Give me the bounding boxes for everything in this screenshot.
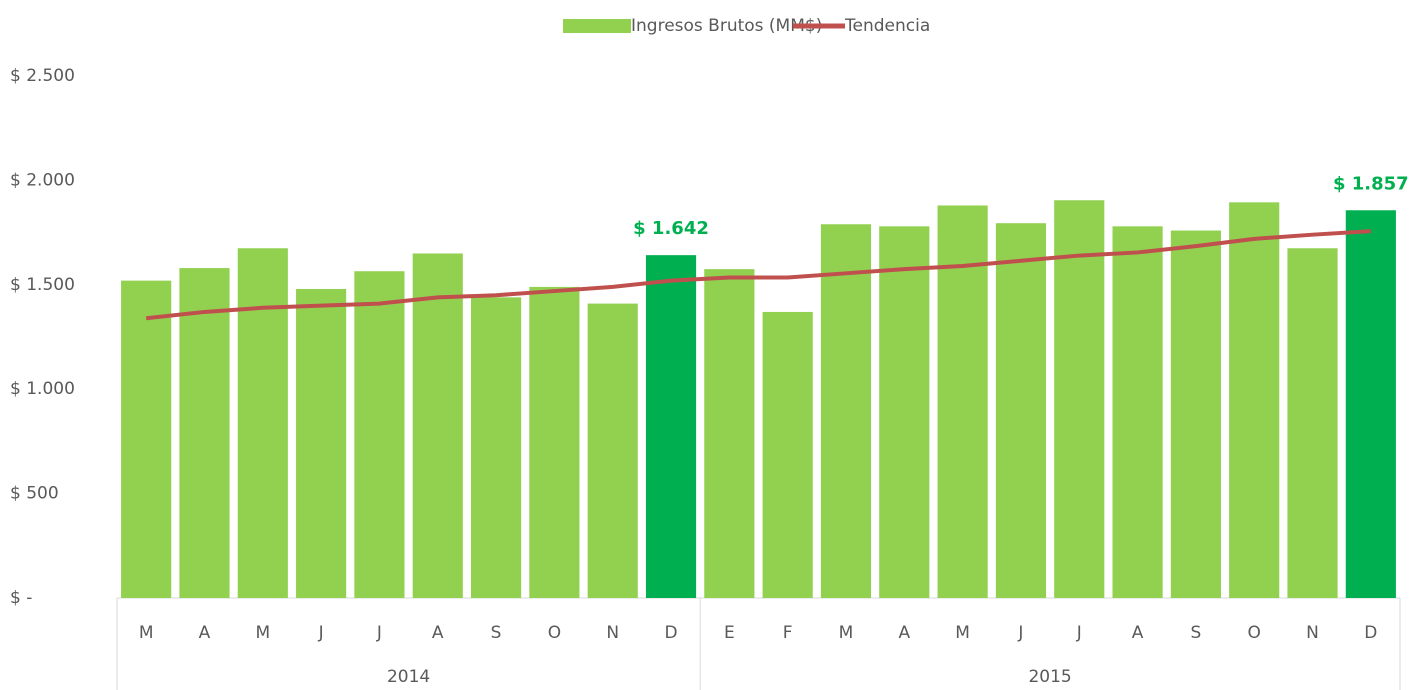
legend-swatch <box>563 19 631 33</box>
legend-label: Ingresos Brutos (MM$) <box>631 16 822 36</box>
bar <box>995 223 1047 599</box>
x-tick-label: O <box>1248 623 1261 643</box>
bar <box>937 205 988 598</box>
bar <box>1229 202 1280 598</box>
bar <box>470 297 522 598</box>
bar <box>587 303 638 598</box>
bar <box>879 226 930 598</box>
data-label: $ 1.857 <box>1333 173 1409 194</box>
bar <box>412 253 463 599</box>
bar <box>1170 230 1221 598</box>
y-tick-label: $ 1.000 <box>10 379 75 399</box>
x-tick-label: E <box>724 623 735 643</box>
group-label: 2014 <box>387 667 430 687</box>
bar <box>1345 210 1396 598</box>
x-tick-label: A <box>432 623 444 643</box>
group-label: 2015 <box>1028 667 1071 687</box>
x-tick-label: S <box>491 623 502 643</box>
y-tick-label: $ 2.000 <box>10 170 75 190</box>
x-tick-label: M <box>955 623 970 643</box>
bar <box>820 224 872 599</box>
bar <box>529 286 580 598</box>
trend-line <box>145 229 1371 321</box>
x-tick-label: D <box>664 623 677 643</box>
bar <box>1287 248 1338 598</box>
bar <box>296 288 347 598</box>
legend-label: Tendencia <box>844 16 930 36</box>
x-tick-label: A <box>1132 623 1144 643</box>
x-tick-label: O <box>548 623 561 643</box>
bar <box>179 268 230 598</box>
y-tick-label: $ 500 <box>10 484 59 504</box>
x-tick-label: A <box>199 623 211 643</box>
y-tick-label: $ - <box>10 588 32 608</box>
x-tick-label: N <box>1306 623 1319 643</box>
x-tick-label: M <box>255 623 270 643</box>
bar <box>704 269 755 598</box>
x-tick-label: N <box>606 623 619 643</box>
x-tick-label: J <box>376 623 382 643</box>
y-tick-label: $ 1.500 <box>10 275 75 295</box>
x-tick-label: F <box>783 623 793 643</box>
bar <box>762 311 813 598</box>
x-tick-label: J <box>318 623 324 643</box>
x-tick-label: A <box>898 623 910 643</box>
x-tick-label: D <box>1364 623 1377 643</box>
x-tick-label: S <box>1190 623 1201 643</box>
bar <box>121 280 172 598</box>
bar <box>645 255 697 599</box>
x-tick-label: J <box>1017 623 1023 643</box>
bar <box>237 248 288 598</box>
x-tick-label: M <box>839 623 854 643</box>
bar <box>1112 226 1163 598</box>
bar <box>1054 200 1105 598</box>
data-label: $ 1.642 <box>633 218 709 239</box>
x-tick-label: J <box>1076 623 1082 643</box>
bar <box>354 271 405 598</box>
x-tick-label: M <box>139 623 154 643</box>
y-tick-label: $ 2.500 <box>10 66 75 86</box>
